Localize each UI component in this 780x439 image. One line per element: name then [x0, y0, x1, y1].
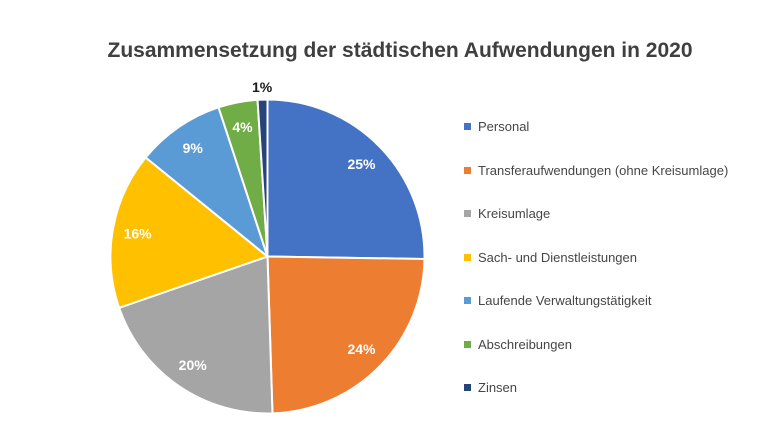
legend-label: Abschreibungen [478, 336, 572, 352]
pie-slice-3 [109, 156, 269, 309]
pie-slice-2 [118, 255, 274, 415]
pie-label-0: 25% [347, 156, 376, 172]
pie-slice-4 [144, 106, 269, 258]
pie-label-2: 20% [179, 357, 208, 373]
pie-label-6: 1% [252, 79, 273, 95]
legend-marker [464, 253, 471, 261]
legend-item-5: Abschreibungen [464, 323, 728, 367]
legend-item-0: Personal [464, 105, 728, 149]
legend-item-3: Sach- und Dienstleistungen [464, 236, 728, 280]
legend-item-6: Zinsen [464, 366, 728, 410]
legend-label: Transferaufwendungen (ohne Kreisumlage) [478, 162, 729, 178]
legend-marker [464, 384, 471, 392]
legend-marker [464, 166, 471, 174]
legend-label: Zinsen [478, 380, 518, 396]
pie-label-1: 24% [347, 341, 376, 357]
legend-marker [464, 123, 471, 131]
legend-label: Sach- und Dienstleistungen [478, 249, 637, 265]
legend-marker [464, 297, 471, 305]
legend-label: Personal [478, 119, 530, 135]
legend-item-4: Laufende Verwaltungstätigkeit [464, 279, 728, 323]
pie-slice-6 [256, 98, 269, 258]
pie-label-4: 9% [183, 140, 204, 156]
pie-slice-1 [266, 255, 426, 415]
chart-title: Zusammensetzung der städtischen Aufwendu… [107, 39, 693, 62]
legend-marker [464, 210, 471, 218]
legend-item-1: Transferaufwendungen (ohne Kreisumlage) [464, 149, 728, 193]
pie-label-5: 4% [232, 119, 253, 135]
pie-label-3: 16% [124, 226, 153, 242]
legend-marker [464, 340, 471, 348]
legend-label: Kreisumlage [478, 206, 551, 222]
legend-label: Laufende Verwaltungstätigkeit [478, 293, 652, 309]
pie-slice-0 [266, 98, 426, 260]
legend: Personal Transferaufwendungen (ohne Kreis… [464, 105, 728, 410]
legend-item-2: Kreisumlage [464, 192, 728, 236]
